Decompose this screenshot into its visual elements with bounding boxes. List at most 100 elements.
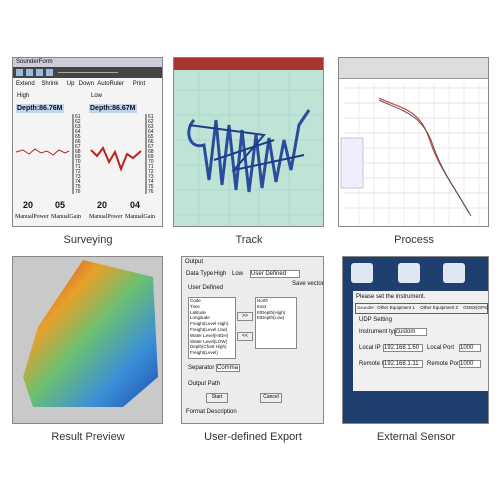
input[interactable]: 192.168.1.60 bbox=[383, 344, 423, 352]
scale-label: 76 bbox=[148, 189, 154, 195]
group-label: User Defined bbox=[188, 285, 224, 291]
bottom-trace bbox=[15, 148, 70, 156]
caption: User-defined Export bbox=[204, 431, 302, 443]
label: Remote IP bbox=[359, 361, 388, 367]
tool-button[interactable] bbox=[26, 69, 33, 76]
start-button[interactable]: Start bbox=[206, 393, 228, 403]
dropdown[interactable]: custom bbox=[395, 328, 427, 336]
label: Format Description bbox=[186, 409, 237, 415]
checkbox[interactable]: Save vector bbox=[292, 281, 324, 287]
slider[interactable] bbox=[58, 72, 118, 73]
remove-button[interactable]: << bbox=[237, 332, 253, 341]
field-list[interactable]: Code Time Latitude Longitude Freight(Level H… bbox=[188, 297, 236, 359]
menu: Extend Shrink Up Down AutoRuler Print bbox=[16, 81, 162, 89]
scale-label: 74 bbox=[75, 179, 81, 185]
track-line bbox=[187, 109, 311, 193]
caption: Result Preview bbox=[51, 431, 125, 443]
depth-readout: Depth:86.67M bbox=[89, 104, 137, 113]
window-title: SounderForm bbox=[16, 59, 53, 65]
field-item[interactable]: Freight(Level High) bbox=[190, 321, 229, 327]
tab[interactable]: Sounder bbox=[357, 305, 375, 310]
dropdown[interactable]: User Defined bbox=[250, 270, 300, 278]
prompt: Please set the instrument. bbox=[356, 294, 426, 300]
scale-label: 71 bbox=[75, 164, 81, 170]
field-item[interactable]: Freight(Level) bbox=[190, 350, 218, 356]
scale-label: 70 bbox=[75, 159, 81, 165]
caption: Surveying bbox=[63, 234, 113, 246]
scale-label: 75 bbox=[148, 184, 154, 190]
tool-button[interactable] bbox=[46, 69, 53, 76]
process-panel bbox=[338, 57, 489, 227]
field-item[interactable]: North bbox=[257, 298, 269, 303]
scale-label: 72 bbox=[148, 169, 154, 175]
caption: Track bbox=[235, 234, 263, 246]
scale-label: 68 bbox=[75, 149, 81, 155]
input[interactable]: 1000 bbox=[459, 344, 481, 352]
icon[interactable] bbox=[443, 263, 465, 283]
radio[interactable]: High bbox=[214, 271, 227, 277]
menu-item[interactable]: Up bbox=[66, 81, 75, 87]
tool-button[interactable] bbox=[36, 69, 43, 76]
mode-label: Low bbox=[91, 93, 103, 99]
label: Instrument type bbox=[359, 329, 401, 335]
field-item[interactable]: Code bbox=[190, 298, 201, 303]
dropdown[interactable]: Comma bbox=[216, 364, 240, 372]
gain-label: ManualGain bbox=[125, 214, 155, 220]
label: Local Port bbox=[427, 345, 455, 351]
depth-readout: Depth:86.76M bbox=[16, 104, 64, 113]
field-item[interactable]: East bbox=[257, 303, 267, 309]
input[interactable]: 192.168.1.11 bbox=[383, 360, 423, 368]
tab[interactable]: Other Equipment 2 bbox=[420, 305, 458, 310]
toolbar bbox=[339, 58, 488, 79]
menu-item[interactable]: Down bbox=[78, 81, 94, 87]
field-item[interactable]: ElDepth(Low) bbox=[257, 315, 285, 321]
icon[interactable] bbox=[398, 263, 420, 283]
scale-label: 73 bbox=[148, 174, 154, 180]
field-item[interactable]: Water Level(LOW) bbox=[190, 338, 228, 344]
gain-value: 04 bbox=[130, 200, 141, 210]
profile-line bbox=[378, 97, 470, 214]
add-button[interactable]: >> bbox=[237, 312, 253, 321]
title-bar bbox=[174, 58, 323, 70]
field-item[interactable]: Water Level(HIGH) bbox=[190, 332, 229, 338]
radio[interactable]: Low bbox=[232, 271, 244, 277]
field-item[interactable]: Longitude bbox=[190, 315, 210, 321]
input[interactable]: 1000 bbox=[459, 360, 481, 368]
power-value: 20 bbox=[23, 200, 34, 210]
label: Output Path bbox=[188, 381, 221, 387]
scale-label: 63 bbox=[148, 124, 154, 130]
cancel-button[interactable]: Cancel bbox=[260, 393, 282, 403]
menu-item[interactable]: AutoRuler bbox=[97, 81, 124, 87]
field-item[interactable]: ElDepth(High) bbox=[257, 309, 286, 315]
scale-label: 69 bbox=[75, 154, 81, 160]
tool-button[interactable] bbox=[16, 69, 23, 76]
menu-item[interactable]: Shrink bbox=[41, 81, 59, 87]
group-label: UDP Setting bbox=[359, 317, 392, 323]
scale-label: 62 bbox=[148, 119, 154, 125]
tab[interactable]: Other Equipment 1 bbox=[377, 305, 415, 310]
gain-value: 05 bbox=[55, 200, 66, 210]
scale-label: 74 bbox=[148, 179, 154, 185]
scale-label: 72 bbox=[75, 169, 81, 175]
tab[interactable]: GNSS(GPS) bbox=[463, 305, 489, 310]
field-item[interactable]: Latitude bbox=[190, 309, 207, 315]
label: Separator bbox=[188, 365, 215, 371]
menu-item[interactable]: Print bbox=[132, 81, 146, 87]
profile-line bbox=[378, 99, 472, 217]
track-line bbox=[188, 124, 305, 172]
menu-item[interactable]: Extend bbox=[16, 81, 35, 87]
gain-label: ManualGain bbox=[51, 214, 81, 220]
scale-label: 65 bbox=[75, 134, 81, 140]
field-item[interactable]: Freight(Level Low) bbox=[190, 327, 228, 332]
selected-list[interactable]: North East ElDepth(High) ElDepth(Low) bbox=[255, 297, 297, 349]
scale-label: 70 bbox=[148, 159, 154, 165]
field-item[interactable]: Time bbox=[190, 303, 200, 309]
label: Remote Port bbox=[427, 361, 461, 367]
scale-label: 76 bbox=[75, 189, 81, 195]
icon[interactable] bbox=[351, 263, 373, 283]
toolbar bbox=[13, 67, 162, 78]
power-value: 20 bbox=[97, 200, 108, 210]
window-title: Output bbox=[185, 259, 204, 265]
field-item[interactable]: Depth(Chart High) bbox=[190, 344, 227, 350]
